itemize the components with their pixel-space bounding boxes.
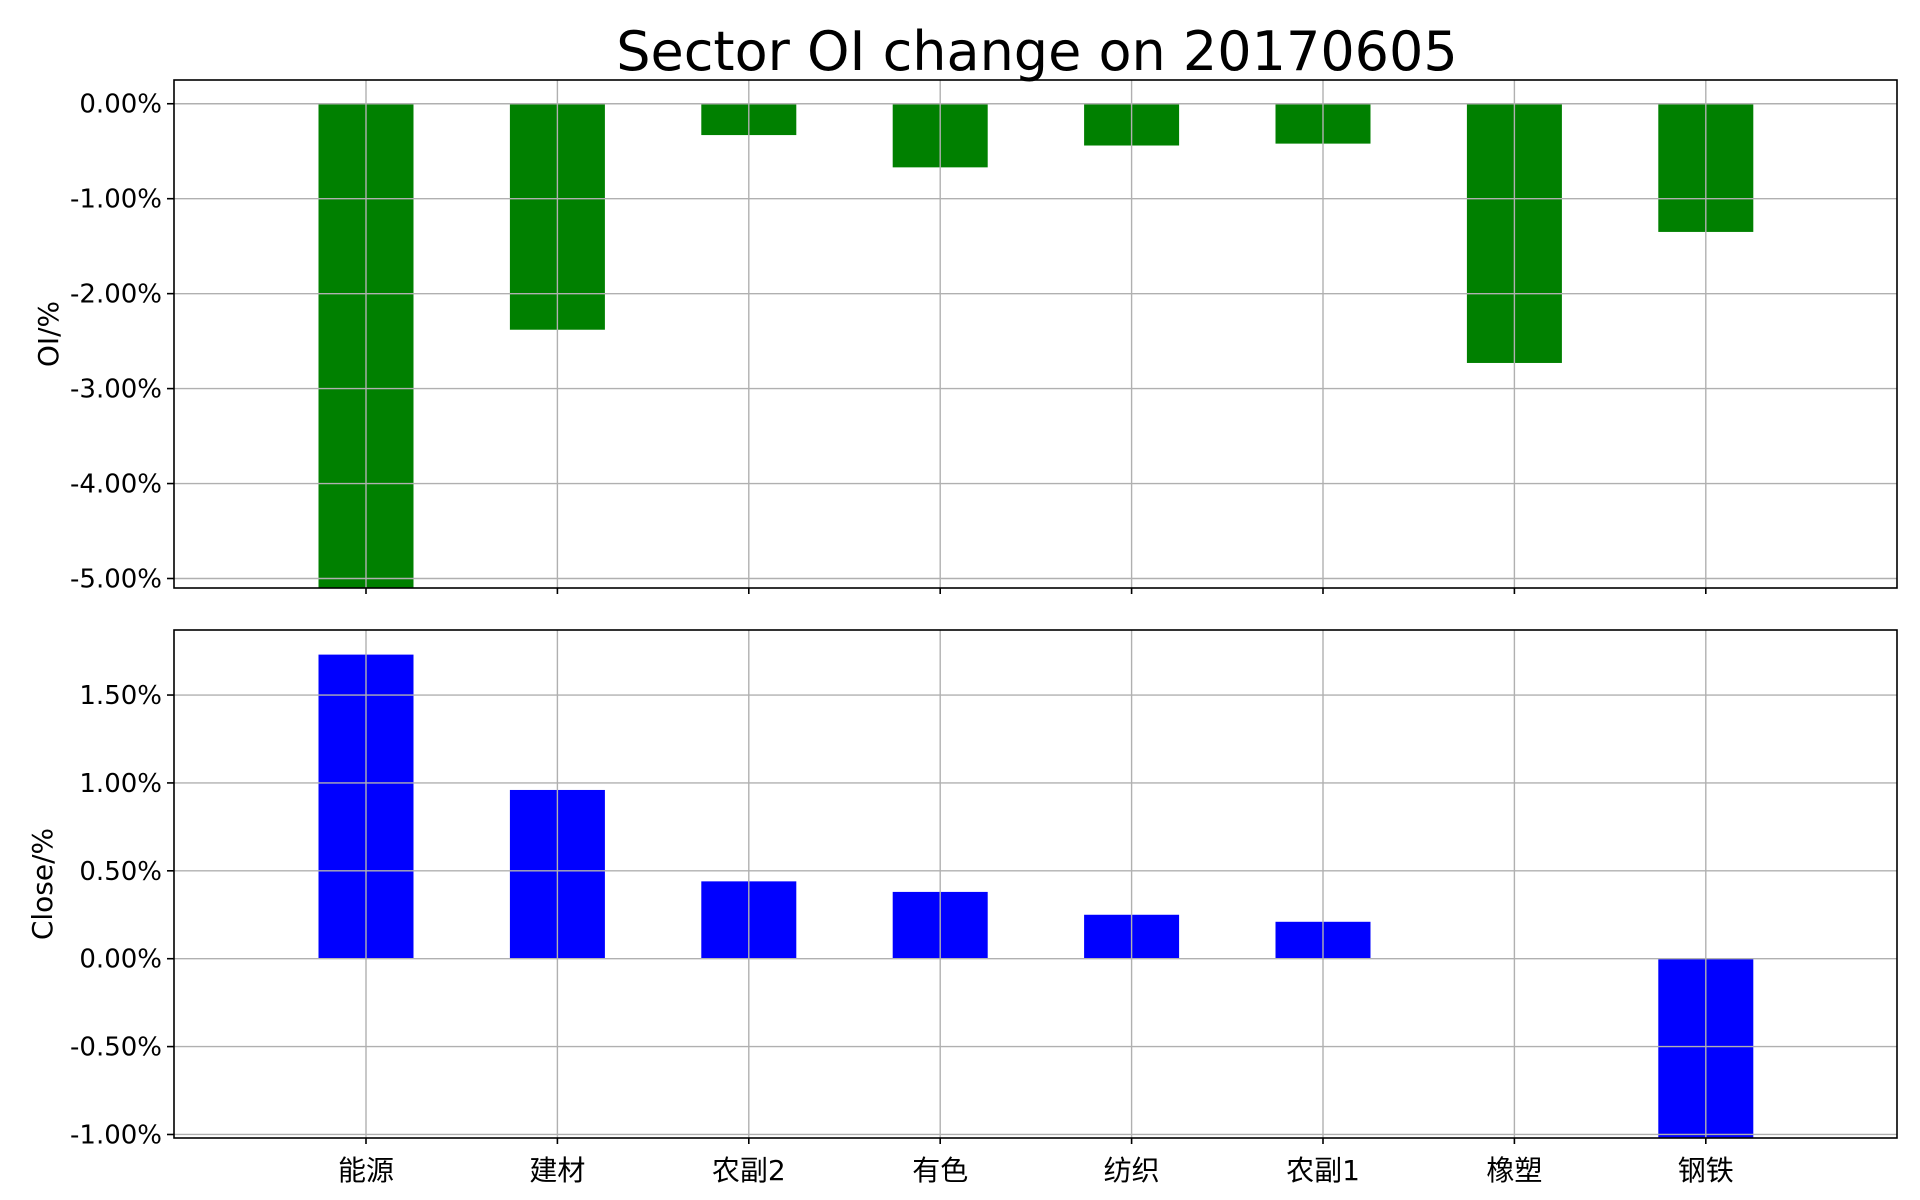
- bars-group: [318, 654, 1754, 1138]
- plot-frame: [173, 79, 1898, 589]
- y-tick-label: 0.50%: [79, 857, 162, 887]
- y-tick-label: -0.50%: [70, 1033, 162, 1063]
- y-tick-label: 1.50%: [79, 681, 162, 711]
- chart-title: Sector OI change on 20170605: [616, 20, 1458, 83]
- x-tick-label: 纺织: [1104, 1154, 1160, 1187]
- y-tick-label: -3.00%: [70, 375, 162, 405]
- y-tick-label: 0.00%: [79, 945, 162, 975]
- close-panel: 1.50% 1.00% 0.50% 0.00% -0.50% -1.00% Close/% 能…: [26, 629, 1898, 1187]
- y-tick-label: 1.00%: [79, 769, 162, 799]
- x-tick-label: 农副2: [712, 1154, 786, 1187]
- x-tick-label: 钢铁: [1678, 1154, 1734, 1187]
- y-tick-label: -1.00%: [70, 1120, 162, 1150]
- y-axis-label: Close/%: [26, 828, 59, 940]
- y-axis-label: OI/%: [32, 301, 65, 367]
- y-tick-label: -4.00%: [70, 470, 162, 500]
- y-tick-label: -2.00%: [70, 280, 162, 310]
- x-tick-label: 能源: [338, 1154, 394, 1187]
- y-tick-label: 0.00%: [79, 90, 162, 120]
- bars-group: [318, 103, 1754, 588]
- x-tick-label: 建材: [529, 1154, 585, 1187]
- grid: [174, 630, 1897, 1138]
- y-tick-label: -5.00%: [70, 565, 162, 595]
- x-tick-label: 农副1: [1286, 1154, 1360, 1187]
- oi-panel: 0.00% -1.00% -2.00% -3.00% -4.00% -5.00% OI/%: [32, 79, 1898, 595]
- grid: [174, 80, 1897, 588]
- x-tick-label: 有色: [912, 1154, 968, 1187]
- x-tick-label: 橡塑: [1486, 1154, 1542, 1187]
- plot-frame: [173, 629, 1898, 1139]
- y-tick-label: -1.00%: [70, 185, 162, 215]
